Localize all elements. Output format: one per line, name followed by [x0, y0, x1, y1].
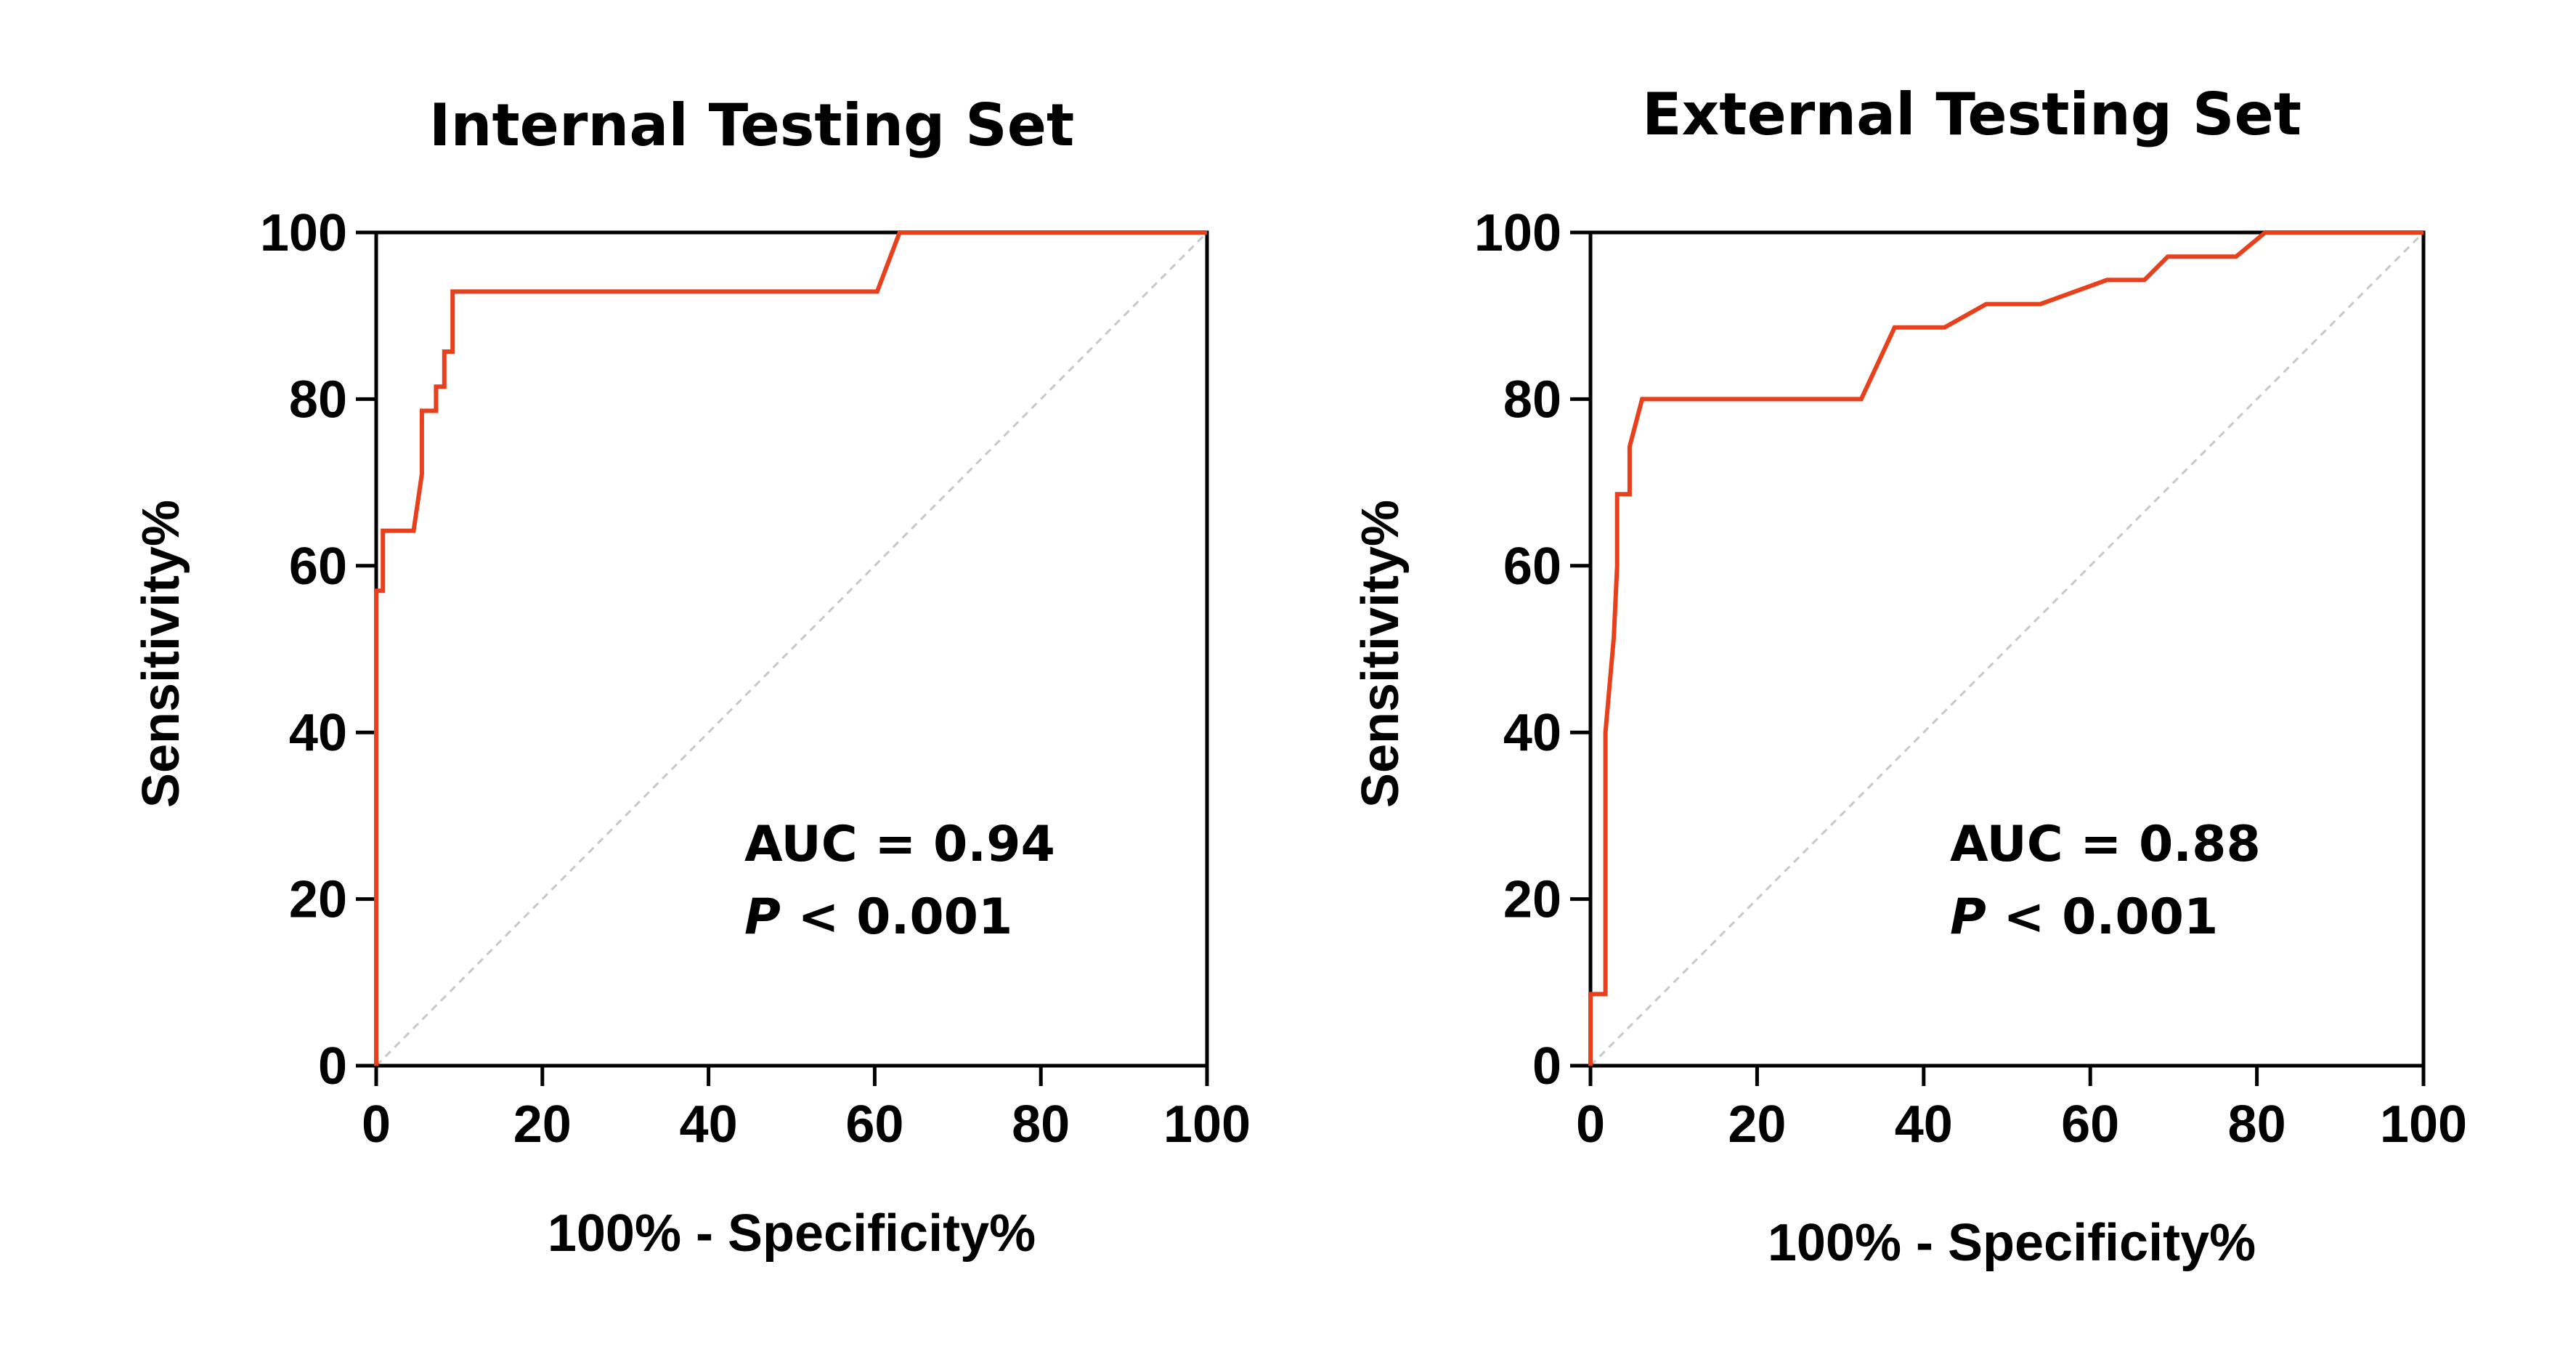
y-tick-label: 80 [289, 370, 347, 429]
plot-area: 0 20 40 60 80 100 0 20 40 60 80 100 [260, 204, 1251, 1154]
y-tick-label: 60 [1503, 538, 1561, 596]
y-tick-label: 20 [1503, 871, 1561, 929]
y-tick-label: 60 [289, 538, 347, 596]
reference-diagonal-line [1589, 231, 2425, 1067]
x-tick-label: 60 [2061, 1095, 2119, 1154]
auc-annotation: AUC = 0.94 [744, 816, 1055, 873]
y-axis-label: Sensitivity% [1352, 500, 1410, 808]
x-tick-label: 80 [1012, 1095, 1070, 1154]
plot-area: 0 20 40 60 80 100 0 20 40 60 80 100 [1474, 204, 2467, 1154]
x-tick-label: 60 [845, 1095, 903, 1154]
chart-panel-external: External Testing Set Sensitivity% 100% -… [1352, 81, 2467, 1272]
roc-curve-line [1588, 230, 2423, 1066]
y-axis-label: Sensitivity% [132, 500, 190, 808]
chart-panel-internal: Internal Testing Set Sensitivity% 100% -… [132, 92, 1251, 1263]
x-tick-label: 100 [1163, 1095, 1251, 1154]
y-tick-label: 40 [289, 704, 347, 762]
x-tick-label: 100 [2380, 1095, 2467, 1154]
chart-title: Internal Testing Set [429, 92, 1075, 159]
x-tick-label: 40 [680, 1095, 738, 1154]
p-value-annotation: P < 0.001 [744, 888, 1012, 946]
y-tick-label: 100 [260, 204, 347, 262]
x-tick-label: 80 [2228, 1095, 2286, 1154]
x-tick-label: 0 [362, 1095, 391, 1154]
x-tick-label: 20 [1728, 1095, 1786, 1154]
plot-frame [1588, 230, 2426, 1068]
y-tick-label: 100 [1474, 204, 1561, 262]
x-axis-label: 100% - Specificity% [1768, 1214, 2256, 1272]
auc-annotation: AUC = 0.88 [1950, 816, 2261, 873]
x-tick-label: 0 [1576, 1095, 1605, 1154]
p-value-annotation: P < 0.001 [1950, 888, 2218, 946]
y-tick-label: 40 [1503, 704, 1561, 762]
y-tick-label: 0 [1532, 1037, 1561, 1095]
chart-title: External Testing Set [1642, 81, 2301, 148]
p-value-text: < 0.001 [1986, 888, 2218, 946]
p-symbol: P [744, 888, 781, 946]
y-tick-label: 0 [318, 1037, 347, 1095]
x-axis-label: 100% - Specificity% [548, 1204, 1036, 1263]
y-tick-label: 20 [289, 871, 347, 929]
p-symbol: P [1950, 888, 1986, 946]
y-tick-label: 80 [1503, 370, 1561, 429]
x-tick-label: 20 [513, 1095, 572, 1154]
x-tick-label: 40 [1895, 1095, 1953, 1154]
roc-curve-line [374, 230, 1207, 1066]
p-value-text: < 0.001 [781, 888, 1012, 946]
